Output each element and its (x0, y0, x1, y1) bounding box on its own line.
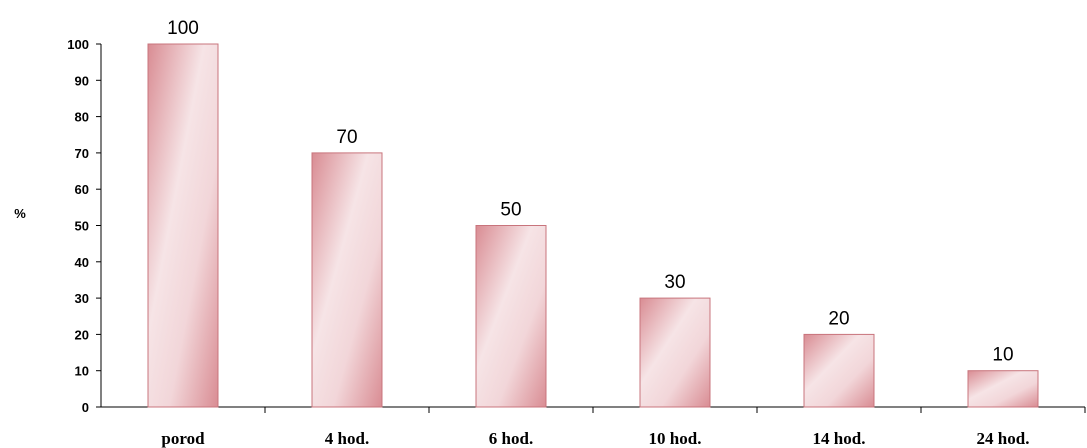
y-tick-label: 60 (75, 182, 89, 197)
bars (147, 43, 1039, 408)
y-tick-label: 40 (75, 255, 89, 270)
y-tick-label: 70 (75, 146, 89, 161)
category-label: 10 hod. (649, 429, 702, 448)
y-tick-label: 80 (75, 110, 89, 125)
y-tick-label: 50 (75, 219, 89, 234)
data-labels: 100 70 50 30 20 10 (167, 18, 1013, 366)
category-label: 6 hod. (489, 429, 533, 448)
y-tick-label: 100 (67, 37, 89, 52)
y-tick-label: 30 (75, 291, 89, 306)
bar (311, 152, 383, 408)
data-label: 10 (992, 345, 1013, 366)
category-label: 14 hod. (813, 429, 866, 448)
bar (147, 43, 219, 408)
bar (475, 225, 547, 408)
y-tick-label: 10 (75, 364, 89, 379)
data-label: 70 (336, 127, 357, 148)
y-tick-label: 90 (75, 73, 89, 88)
y-axis: 0 10 20 30 40 50 60 70 80 90 100 (67, 37, 102, 415)
bar (639, 297, 711, 408)
category-label: 24 hod. (977, 429, 1030, 448)
data-label: 100 (167, 18, 199, 39)
category-label: 4 hod. (325, 429, 369, 448)
category-label: porod (161, 429, 205, 448)
data-label: 20 (828, 308, 849, 329)
y-tick-label: 0 (82, 400, 89, 415)
data-label: 30 (664, 272, 685, 293)
data-label: 50 (500, 200, 521, 221)
y-axis-label: % (14, 206, 26, 221)
bar (803, 333, 875, 408)
x-axis (101, 406, 1086, 413)
y-tick-label: 20 (75, 327, 89, 342)
category-labels: porod 4 hod. 6 hod. 10 hod. 14 hod. 24 hod. (161, 429, 1029, 448)
bar (967, 370, 1039, 408)
